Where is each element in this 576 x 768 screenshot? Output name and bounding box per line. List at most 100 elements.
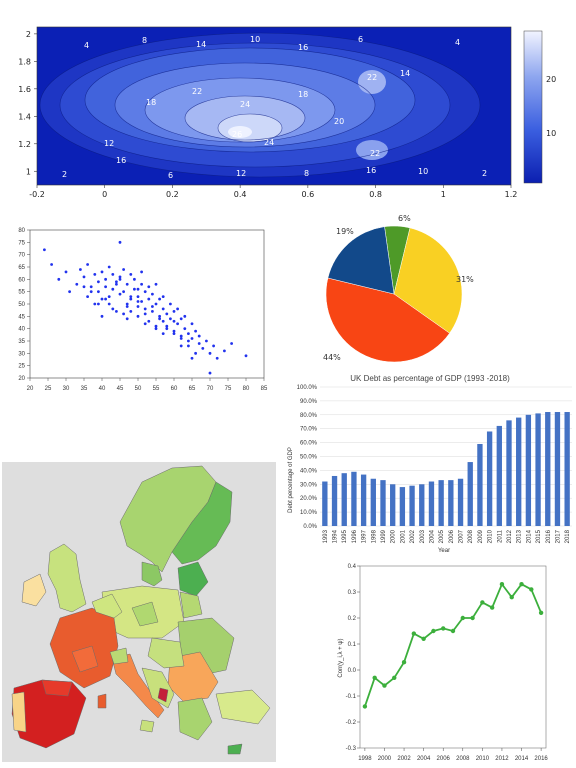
region	[171, 481, 233, 565]
scatter-point	[82, 285, 86, 289]
scatter-point	[97, 280, 100, 284]
line-point	[480, 600, 485, 605]
scatter-x-tick-label: 80	[243, 386, 250, 392]
line-y-tick-label: 0.4	[348, 564, 357, 570]
contour-lines	[39, 32, 481, 178]
bar-x-tick-label: 2013	[517, 529, 523, 543]
scatter-point	[104, 285, 107, 289]
bar	[457, 478, 464, 526]
bar	[486, 431, 493, 526]
contour-label: 2	[482, 169, 487, 178]
scatter-plot: 20 25 30 35 40 45 50 55 60 65 70 75 80 85 80 75 70 65 60 5…	[18, 228, 268, 392]
scatter-point	[43, 248, 46, 252]
bar-x-tick-label: 2008	[468, 529, 474, 543]
scatter-point	[190, 356, 194, 360]
scatter-point	[158, 314, 162, 318]
scatter-point	[140, 270, 144, 274]
scatter-point	[165, 327, 169, 331]
scatter-point	[136, 287, 140, 291]
scatter-point	[89, 290, 93, 294]
scatter-point	[244, 354, 248, 358]
contour-y-tick-label: 1.8	[18, 57, 31, 66]
scatter-y-tick-label: 80	[18, 228, 25, 234]
colorbar-tick-label: 10	[546, 129, 556, 138]
scatter-point	[205, 339, 208, 343]
region	[157, 687, 169, 703]
bar-x-tick-label: 2017	[555, 529, 561, 543]
scatter-point	[133, 277, 136, 281]
bar	[545, 412, 551, 526]
region	[131, 601, 159, 627]
scatter-point	[129, 310, 133, 313]
line-y-tick-label: -0.1	[346, 694, 357, 700]
bar	[370, 478, 376, 526]
bar-x-tick-label: 1997	[362, 529, 368, 543]
scatter-point	[143, 307, 147, 311]
bar	[525, 414, 532, 526]
scatter-point	[129, 297, 133, 301]
line-point	[411, 631, 417, 636]
scatter-points	[43, 240, 248, 375]
region	[179, 591, 203, 619]
line-x-tick-label: 2012	[495, 756, 509, 762]
bar-x-tick-label: 1999	[381, 529, 387, 543]
scatter-point	[79, 268, 82, 271]
bar-x-tick-label: 2002	[410, 529, 416, 543]
contour-label: 4	[455, 38, 460, 47]
bar-x-axis-label: Year	[438, 548, 450, 554]
contour-label: 14	[196, 40, 206, 49]
bar	[419, 484, 425, 526]
scatter-point	[190, 337, 194, 340]
contour-x-tick-label: 0.8	[369, 190, 382, 199]
scatter-point	[194, 351, 198, 355]
line-x-tick-label: 2010	[476, 756, 490, 762]
scatter-point	[140, 300, 144, 303]
scatter-point	[169, 302, 172, 306]
scatter-point	[158, 317, 162, 321]
scatter-point	[183, 314, 187, 318]
contour-x-tick-label: 1.2	[505, 190, 518, 199]
line-x-tick-label: 2016	[534, 756, 548, 762]
region	[141, 561, 163, 587]
bar	[360, 474, 367, 526]
scatter-point	[151, 292, 154, 296]
scatter-y-axis: 80 75 70 65 60 55 50 45 40 35 30 25 20	[18, 228, 30, 382]
line-point	[509, 595, 514, 600]
scatter-point	[187, 339, 190, 343]
scatter-point	[154, 282, 158, 286]
scatter-point	[179, 337, 183, 340]
scatter-point	[129, 295, 133, 298]
colorbar	[523, 30, 543, 184]
scatter-point	[172, 310, 176, 313]
scatter-x-tick-label: 70	[207, 386, 214, 392]
bar	[467, 462, 473, 526]
line-y-tick-label: 0.0	[348, 668, 357, 674]
line-y-tick-label: 0.3	[348, 590, 357, 596]
pie-label: 6%	[398, 214, 411, 223]
scatter-frame	[29, 229, 265, 379]
contour-y-tick-label: 1	[26, 167, 31, 176]
line-point	[519, 582, 524, 587]
contour-y-tick-label: 1.4	[18, 112, 31, 121]
bar-x-tick-label: 2005	[439, 529, 445, 543]
pie-label: 44%	[323, 353, 341, 362]
scatter-y-tick-label: 35	[18, 339, 25, 345]
line-point	[362, 704, 368, 709]
bar-chart-title: UK Debt as percentage of GDP (1993 -2018…	[350, 374, 510, 383]
bar	[496, 425, 502, 526]
scatter-point	[125, 302, 129, 306]
scatter-point	[208, 371, 212, 375]
region	[91, 593, 123, 619]
contour-label: 16	[298, 43, 308, 52]
scatter-point	[169, 317, 172, 321]
bar	[428, 481, 435, 526]
bar-y-tick-label: 60.0%	[300, 441, 318, 447]
scatter-point	[136, 305, 140, 308]
line-x-tick-label: 2008	[456, 756, 470, 762]
bar-x-tick-label: 2014	[526, 529, 532, 543]
scatter-point	[125, 317, 129, 321]
scatter-point	[118, 275, 122, 279]
line-x-tick-label: 2000	[378, 756, 392, 762]
scatter-y-tick-label: 20	[18, 376, 25, 382]
scatter-point	[64, 270, 68, 274]
